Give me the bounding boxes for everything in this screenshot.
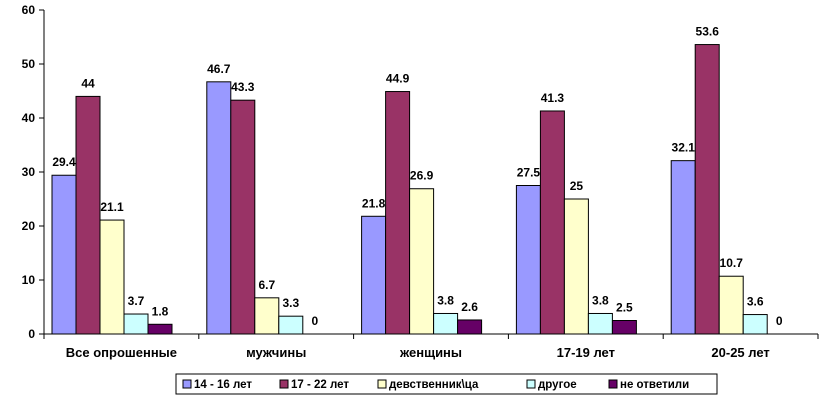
category-label-4: 20-25 лет [711, 345, 769, 360]
y-tick-label-0: 0 [28, 327, 35, 341]
y-tick-label-5: 50 [22, 57, 36, 71]
bar-2-1 [385, 91, 411, 335]
data-label-3-4: 2.5 [616, 301, 633, 315]
bar-0-0 [51, 174, 77, 335]
bars-layer [51, 44, 768, 335]
data-label-4-4: 0 [776, 314, 783, 328]
data-label-2-1: 44.9 [386, 72, 410, 86]
data-label-3-0: 27.5 [517, 166, 541, 180]
bar-2-2 [409, 188, 435, 335]
legend-label-4: не ответили [620, 379, 689, 391]
data-label-2-0: 21.8 [362, 196, 386, 210]
data-label-1-0: 46.7 [207, 62, 231, 76]
bar-2-4 [457, 319, 483, 335]
data-label-4-2: 10.7 [720, 256, 744, 270]
data-label-1-2: 6.7 [258, 278, 275, 292]
bar-1-3 [278, 315, 304, 335]
data-label-3-3: 3.8 [592, 293, 609, 307]
data-labels-layer: 29.4 44 21.1 3.7 1.8 46.743.3 6.7 3.3 0 21.8 44.9 2… [52, 25, 783, 328]
bar-3-1 [539, 110, 565, 335]
bar-1-1 [230, 99, 256, 335]
data-label-3-2: 25 [570, 179, 584, 193]
legend-label-0: 14 - 16 лет [194, 379, 252, 391]
data-label-3-1: 41.3 [541, 91, 565, 105]
bar-4-3 [742, 314, 768, 335]
legend-swatch-0 [182, 379, 192, 389]
y-tick-label-6: 60 [22, 3, 36, 17]
data-label-2-4: 2.6 [461, 300, 478, 314]
bar-2-3 [433, 312, 459, 335]
legend-label-3: другое [538, 379, 577, 391]
data-label-0-4: 1.8 [152, 304, 169, 318]
category-label-0: Все опрошенные [66, 345, 177, 360]
category-label-3: 17-19 лет [557, 345, 615, 360]
data-label-4-3: 3.6 [747, 295, 764, 309]
data-label-0-2: 21.1 [100, 200, 124, 214]
bar-3-0 [515, 185, 541, 335]
axes-layer: Все опрошенные мужчины женщины 17-19 лет 20-… [22, 3, 819, 360]
data-label-0-3: 3.7 [128, 294, 145, 308]
legend-box [175, 373, 718, 395]
data-label-4-0: 32.1 [672, 141, 696, 155]
bar-4-0 [670, 160, 696, 335]
data-label-1-3: 3.3 [282, 296, 299, 310]
data-label-4-1: 53.6 [696, 25, 720, 39]
legend-label-2: девственник\ца [389, 379, 479, 391]
data-label-2-2: 26.9 [410, 169, 434, 183]
bar-0-2 [99, 219, 125, 335]
y-tick-label-4: 40 [22, 111, 36, 125]
data-label-0-1: 44 [81, 76, 95, 90]
bar-0-1 [75, 95, 101, 335]
data-label-0-0: 29.4 [52, 155, 76, 169]
legend-swatch-1 [279, 379, 289, 389]
y-tick-label-3: 30 [22, 165, 36, 179]
legend-swatch-4 [608, 379, 618, 389]
bar-1-0 [206, 81, 232, 335]
category-label-1: мужчины [246, 345, 306, 360]
legend-swatch-2 [377, 379, 387, 389]
legend: 14 - 16 лет 17 - 22 лет девственник\ца друг… [175, 373, 718, 395]
bar-1-2 [254, 297, 280, 335]
legend-label-1: 17 - 22 лет [291, 379, 349, 391]
data-label-1-1: 43.3 [231, 80, 255, 94]
legend-swatch-3 [526, 379, 536, 389]
bar-0-4 [147, 323, 173, 335]
y-tick-label-2: 20 [22, 219, 36, 233]
bar-4-2 [718, 275, 744, 335]
category-label-2: женщины [399, 345, 462, 360]
data-label-2-3: 3.8 [437, 293, 454, 307]
bar-3-3 [587, 312, 613, 335]
bar-0-3 [123, 313, 149, 335]
bar-3-2 [563, 198, 589, 335]
bar-2-0 [361, 215, 387, 335]
y-tick-label-1: 10 [22, 273, 36, 287]
bar-4-1 [694, 44, 720, 335]
data-label-1-4: 0 [311, 314, 318, 328]
bar-3-4 [611, 320, 637, 335]
